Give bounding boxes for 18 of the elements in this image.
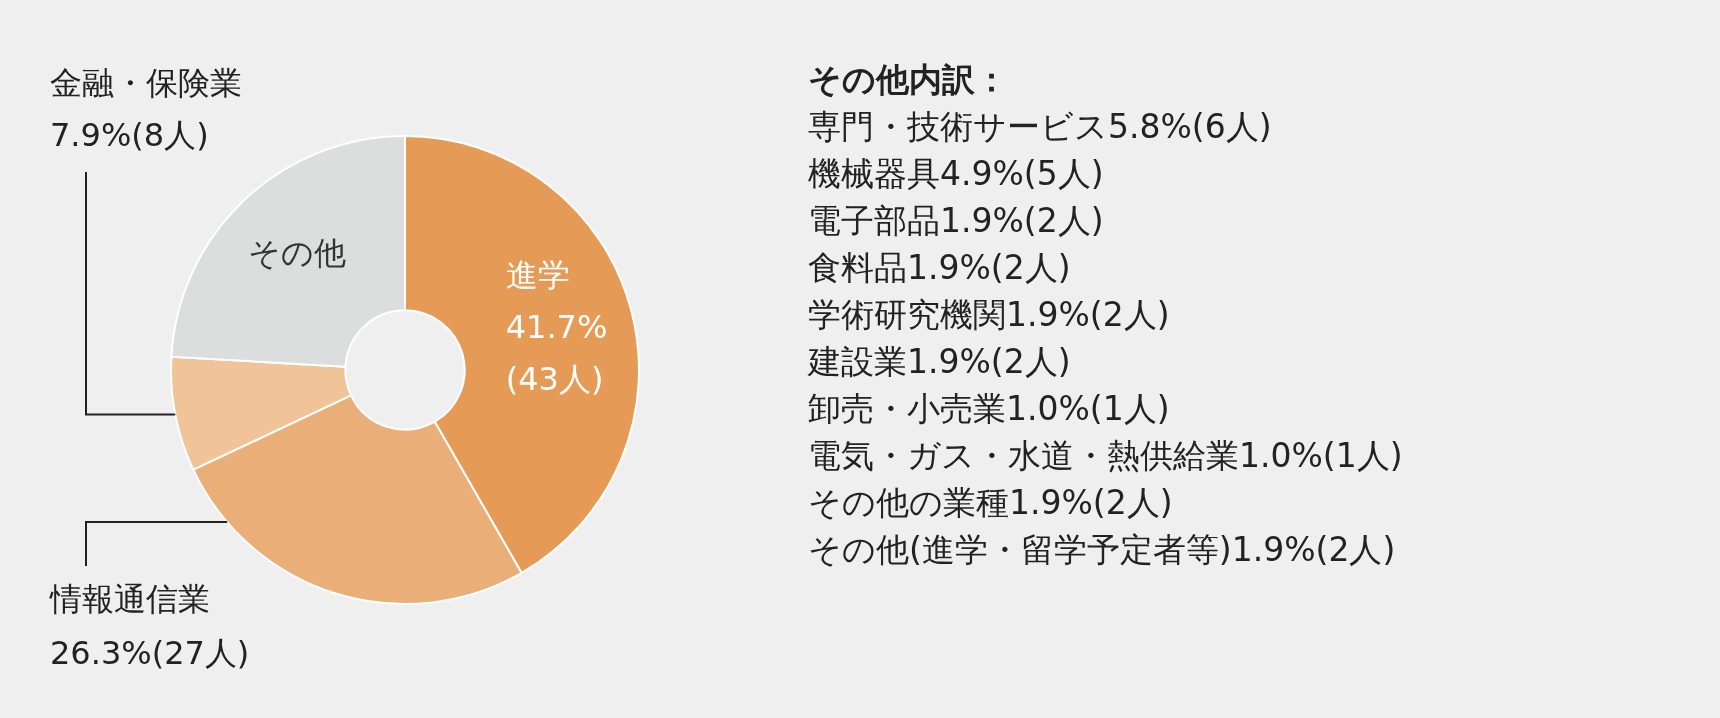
text: 食料品1.9%(2人): [808, 247, 1072, 289]
slice-label: その他: [248, 234, 347, 273]
text: 機械器具4.9%(5人): [808, 153, 1105, 195]
text: その他内訳：: [808, 59, 1009, 101]
text: 電気・ガス・水道・熱供給業1.0%(1人): [808, 435, 1403, 477]
slice-label: 情報通信業: [49, 580, 210, 619]
text: その他(進学・留学予定者等)1.9%(2人): [808, 529, 1397, 571]
text: 電子部品1.9%(2人): [808, 200, 1105, 242]
data-label: 26.3%(27人): [50, 634, 250, 673]
text: 専門・技術サービス5.8%(6人): [808, 106, 1273, 148]
text: その他の業種1.9%(2人): [808, 482, 1174, 524]
text: 学術研究機関1.9%(2人): [808, 294, 1171, 336]
text: 卸売・小売業1.0%(1人): [808, 388, 1171, 430]
data-label: 41.7% (43人): [505, 307, 608, 398]
text: 建設業1.9%(2人): [808, 341, 1072, 383]
slice-label: 進学: [505, 255, 570, 294]
data-label: 7.9%(8人): [50, 116, 209, 155]
slice-label: 金融・保険業: [50, 64, 242, 103]
